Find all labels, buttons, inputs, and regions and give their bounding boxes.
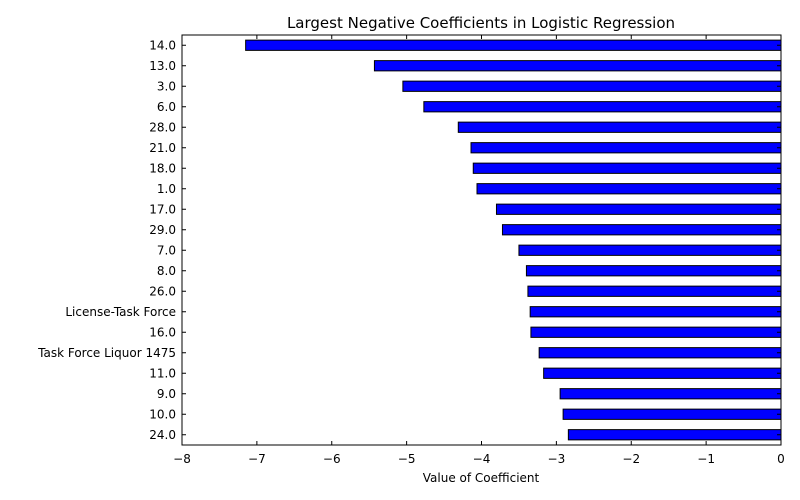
bar bbox=[518, 244, 782, 256]
x-axis-label: Value of Coefficient bbox=[423, 471, 540, 485]
y-tick-label: 8.0 bbox=[157, 264, 176, 278]
y-tick-label: 14.0 bbox=[149, 38, 176, 52]
x-tick-label: −5 bbox=[398, 452, 416, 466]
bar bbox=[245, 39, 782, 51]
y-tick-label: 9.0 bbox=[157, 387, 176, 401]
x-tick-label: −8 bbox=[173, 452, 191, 466]
bar bbox=[559, 388, 782, 400]
bar bbox=[538, 347, 782, 359]
y-tick-label: 13.0 bbox=[149, 59, 176, 73]
y-tick-label: 26.0 bbox=[149, 284, 176, 298]
bar bbox=[457, 121, 782, 133]
x-tick-label: 0 bbox=[777, 452, 785, 466]
x-tick-label: −4 bbox=[473, 452, 491, 466]
bar bbox=[470, 142, 782, 154]
bar bbox=[501, 224, 782, 236]
bar bbox=[402, 80, 782, 92]
bar bbox=[543, 367, 782, 379]
y-tick-label: 17.0 bbox=[149, 202, 176, 216]
bar bbox=[525, 265, 782, 277]
y-tick-label: 6.0 bbox=[157, 100, 176, 114]
y-tick-label: 28.0 bbox=[149, 120, 176, 134]
y-tick-label: Task Force Liquor 1475 bbox=[37, 346, 176, 360]
x-tick-label: −2 bbox=[622, 452, 640, 466]
y-tick-label: License-Task Force bbox=[65, 305, 176, 319]
y-tick-label: 18.0 bbox=[149, 161, 176, 175]
bar bbox=[529, 306, 782, 318]
bar bbox=[423, 101, 782, 113]
bar bbox=[527, 285, 782, 297]
bar bbox=[530, 326, 782, 338]
y-tick-label: 21.0 bbox=[149, 141, 176, 155]
bars-group bbox=[245, 39, 782, 441]
bar bbox=[567, 429, 782, 441]
bar bbox=[373, 60, 782, 72]
y-tick-label: 16.0 bbox=[149, 325, 176, 339]
x-tick-label: −3 bbox=[548, 452, 566, 466]
y-tick-label: 1.0 bbox=[157, 182, 176, 196]
y-tick-label: 3.0 bbox=[157, 79, 176, 93]
y-tick-label: 10.0 bbox=[149, 407, 176, 421]
bar bbox=[495, 203, 782, 215]
x-tick-label: −6 bbox=[323, 452, 341, 466]
x-axis: −8 −7 −6 −5 −4 −3 −2 −1 0 bbox=[173, 35, 785, 466]
x-tick-label: −1 bbox=[697, 452, 715, 466]
chart-title: Largest Negative Coefficients in Logisti… bbox=[287, 14, 675, 32]
y-tick-label: 29.0 bbox=[149, 223, 176, 237]
bar bbox=[472, 162, 782, 174]
y-tick-label: 11.0 bbox=[149, 366, 176, 380]
plot-frame bbox=[181, 34, 782, 446]
bar bbox=[562, 408, 782, 420]
x-tick-label: −7 bbox=[248, 452, 266, 466]
y-axis: 14.0 13.0 3.0 6.0 28.0 21.0 18.0 1.0 17.0 29.0 7.0… bbox=[37, 38, 781, 442]
y-tick-label: 24.0 bbox=[149, 428, 176, 442]
y-tick-label: 7.0 bbox=[157, 243, 176, 257]
bar bbox=[476, 183, 782, 195]
